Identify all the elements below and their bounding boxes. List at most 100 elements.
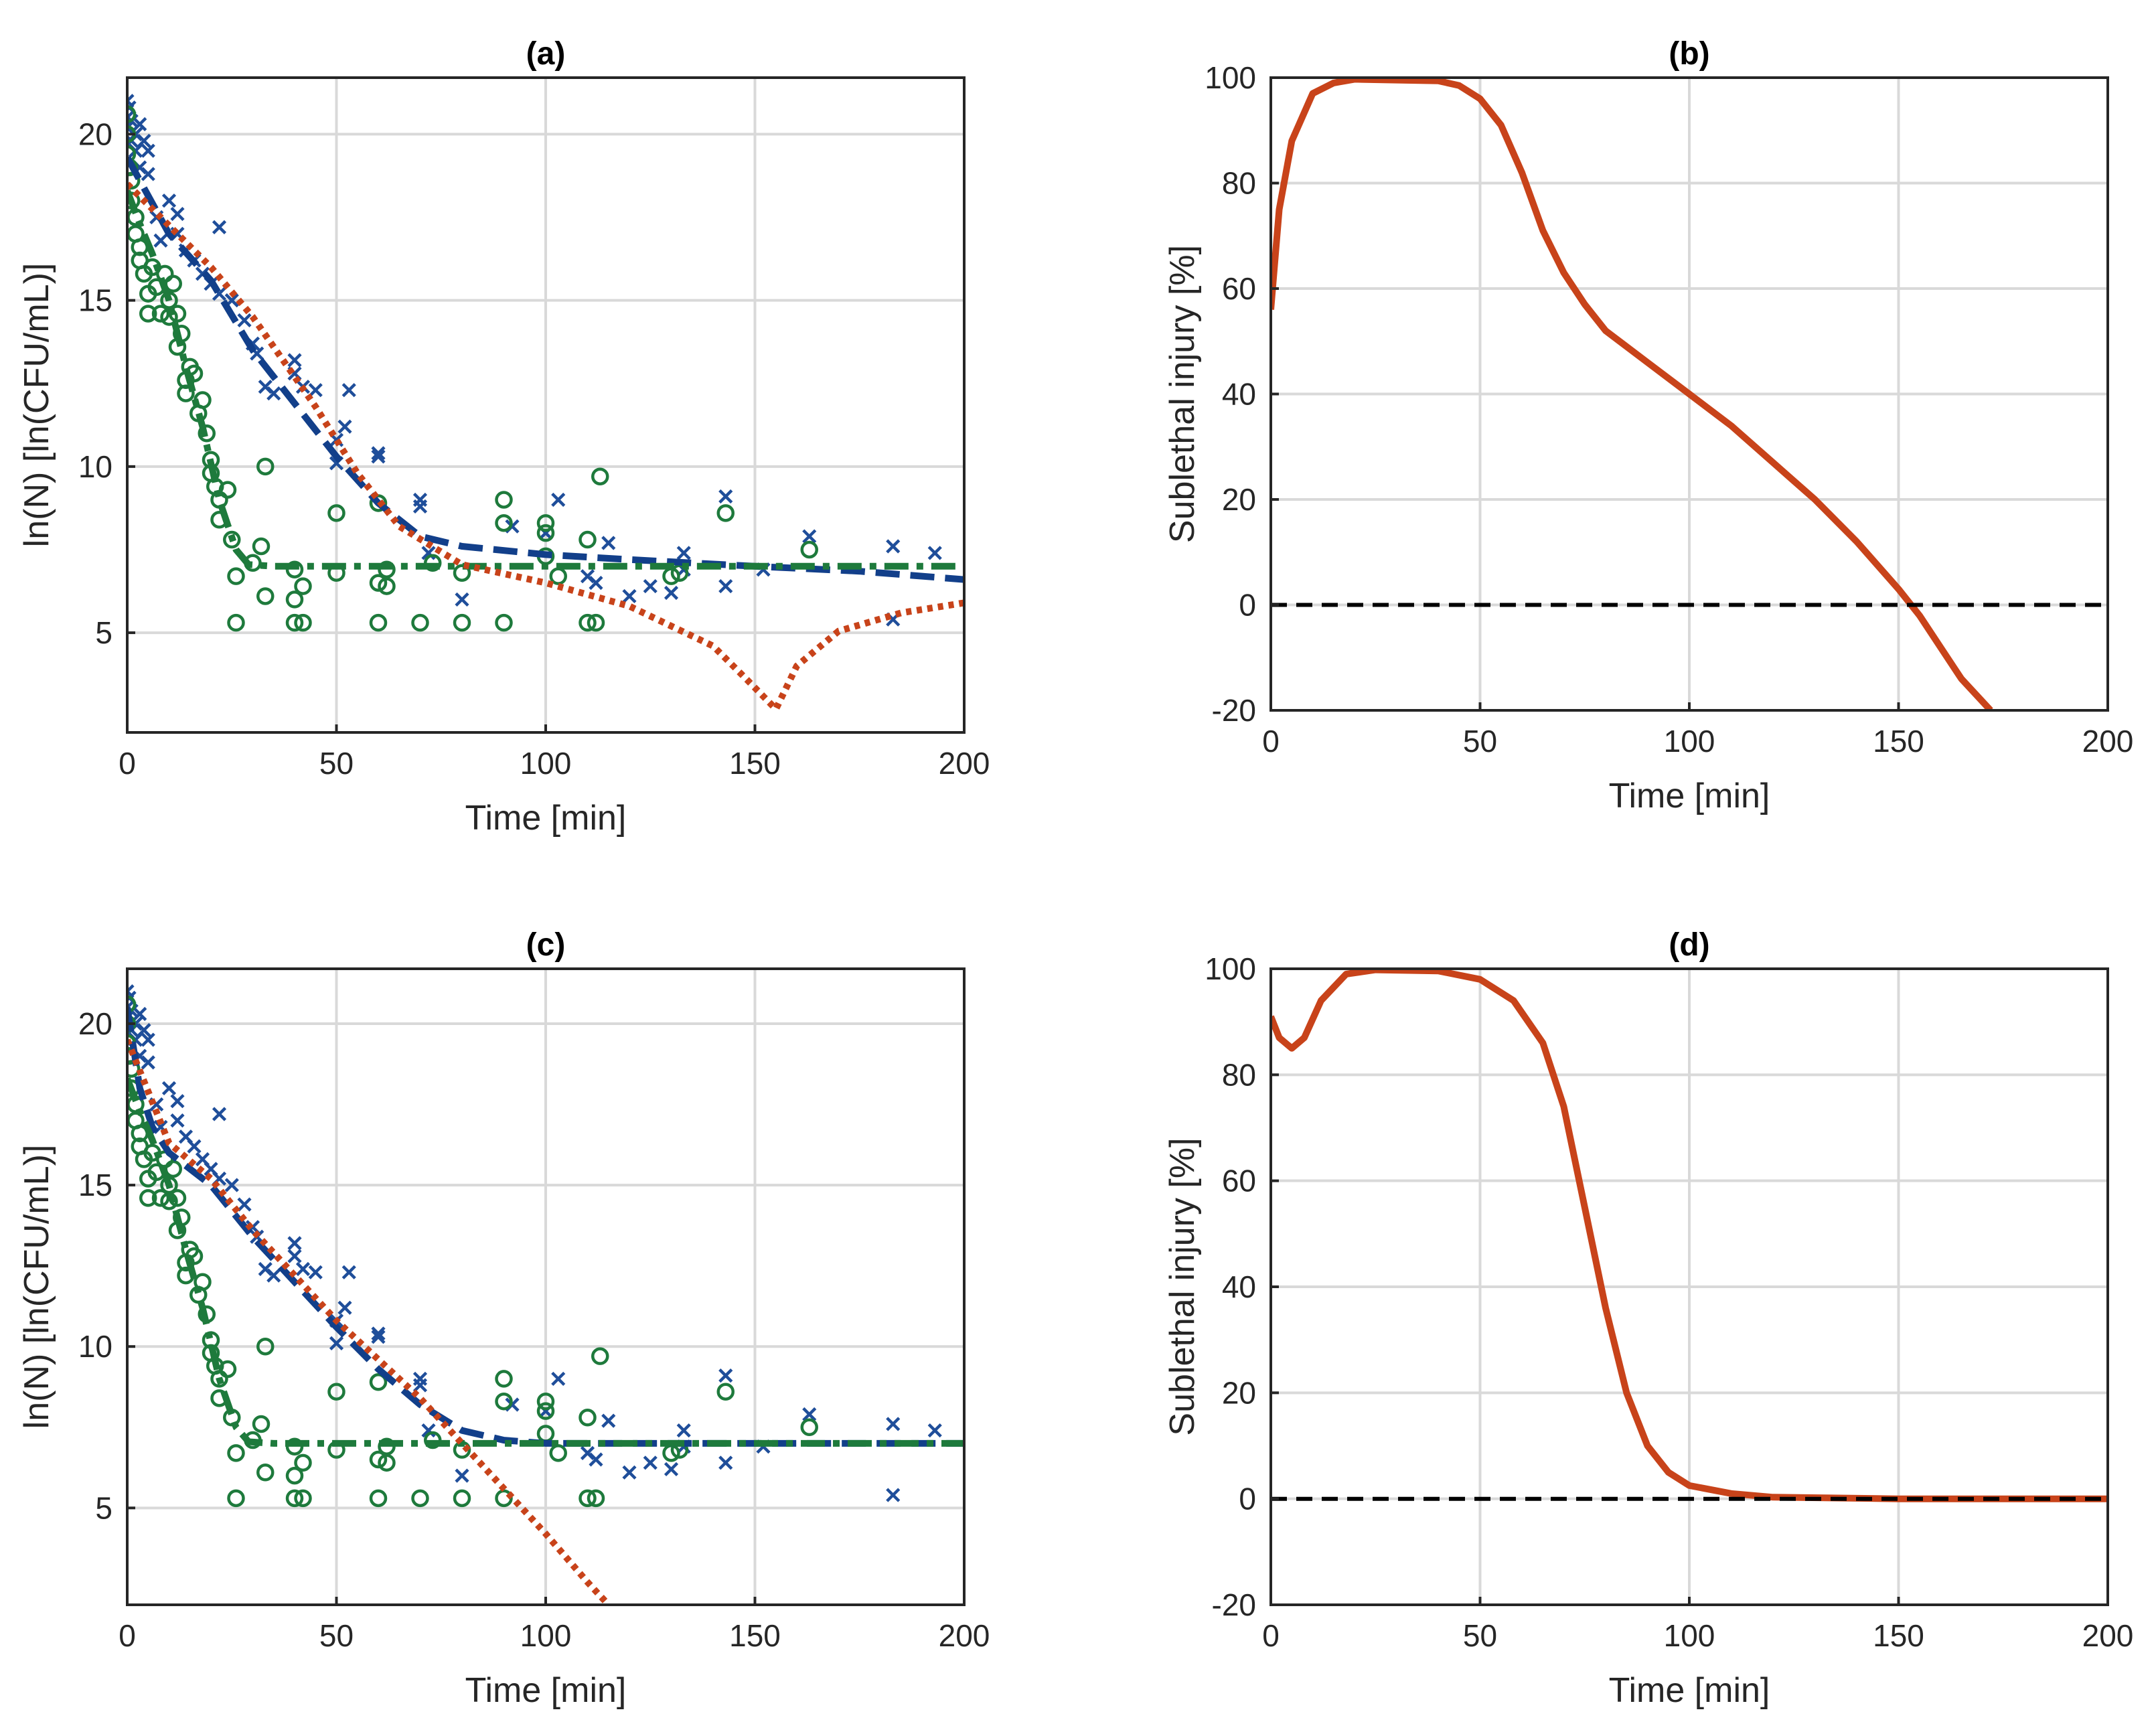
- data-point-x: [141, 167, 155, 181]
- chart-title: (b): [1669, 36, 1709, 72]
- data-point-o: [591, 467, 609, 485]
- y-axis-label: ln(N) [ln(CFU/mL)]: [17, 263, 56, 548]
- y-tick-label: 0: [1239, 1482, 1256, 1516]
- y-tick-label: 100: [1205, 60, 1256, 95]
- y-tick-label: 60: [1222, 1164, 1256, 1198]
- data-point-x: [718, 489, 733, 504]
- x-tick-label: 50: [1463, 724, 1497, 759]
- data-point-o: [587, 613, 605, 632]
- data-point-o: [294, 1489, 312, 1508]
- data-point-x: [664, 1462, 679, 1477]
- data-point-x: [141, 143, 155, 158]
- series-sublethal-injury: [1271, 969, 2108, 1502]
- data-point-o: [495, 1392, 513, 1411]
- data-point-o: [536, 524, 555, 542]
- x-tick-label: 100: [520, 1618, 572, 1653]
- y-axis-label: ln(N) [ln(CFU/mL)]: [17, 1145, 56, 1429]
- data-point-o: [127, 145, 137, 163]
- x-axis-label: Time [min]: [465, 1671, 627, 1710]
- data-point-x: [718, 1456, 733, 1470]
- y-tick-label: 10: [78, 449, 112, 484]
- chart-title: (c): [526, 927, 566, 963]
- series-sublethal-injury: [1271, 78, 1993, 710]
- x-tick-label: 0: [119, 746, 136, 781]
- data-point-o: [579, 1409, 597, 1427]
- data-point-x: [622, 588, 637, 604]
- data-point-x: [161, 193, 177, 208]
- data-point-o: [453, 564, 471, 582]
- x-tick-label: 150: [729, 746, 781, 781]
- data-point-x: [551, 1371, 566, 1387]
- x-tick-label: 50: [319, 1618, 354, 1653]
- data-point-x: [161, 1081, 177, 1096]
- series-fit-red-dotted: [127, 181, 964, 713]
- chart-title: (d): [1669, 927, 1709, 963]
- data-point-o: [227, 1444, 245, 1462]
- data-point-x: [237, 313, 252, 327]
- data-point-x: [187, 1139, 202, 1154]
- x-tick-label: 0: [1262, 1618, 1280, 1653]
- data-point-x: [601, 536, 616, 550]
- plot-area: [127, 94, 964, 713]
- data-point-x: [676, 546, 691, 560]
- data-point-x: [886, 1417, 901, 1431]
- x-axis-label: Time [min]: [1609, 1671, 1770, 1710]
- data-point-o: [800, 540, 818, 559]
- x-tick-label: 50: [1463, 1618, 1497, 1653]
- y-axis-label: Sublethal injury [%]: [1163, 1137, 1202, 1435]
- plot-area: [127, 984, 964, 1605]
- data-point-o: [591, 1347, 609, 1365]
- y-tick-label: 80: [1222, 166, 1256, 201]
- x-tick-label: 200: [939, 746, 990, 781]
- data-point-x: [170, 206, 185, 222]
- data-point-x: [412, 499, 428, 514]
- data-point-x: [337, 419, 352, 434]
- data-point-o: [369, 1450, 388, 1469]
- data-point-x: [266, 1268, 281, 1283]
- data-point-x: [676, 1423, 691, 1438]
- data-point-x: [927, 1423, 942, 1438]
- data-point-o: [369, 1489, 388, 1508]
- data-point-o: [256, 1337, 275, 1356]
- data-point-o: [369, 494, 388, 512]
- x-tick-label: 200: [2082, 1618, 2134, 1653]
- x-tick-label: 100: [1664, 724, 1715, 759]
- data-point-x: [371, 1330, 386, 1344]
- y-tick-label: -20: [1212, 693, 1256, 728]
- y-tick-label: 20: [78, 116, 112, 151]
- data-point-o: [800, 1418, 818, 1437]
- x-tick-label: 100: [520, 746, 572, 781]
- series-fit-green-dashdot: [127, 1077, 964, 1447]
- data-point-o: [327, 1383, 345, 1401]
- data-point-o: [218, 1360, 237, 1379]
- data-point-x: [137, 133, 151, 148]
- data-point-o: [369, 574, 388, 592]
- data-point-o: [227, 613, 245, 632]
- y-tick-label: 0: [1239, 588, 1256, 623]
- chart-title: (a): [526, 36, 566, 72]
- data-point-x: [224, 1178, 239, 1192]
- data-point-x: [341, 1265, 356, 1279]
- data-point-x: [237, 1197, 252, 1212]
- data-point-x: [133, 1006, 147, 1022]
- x-tick-label: 100: [1664, 1618, 1715, 1653]
- x-tick-label: 150: [729, 1618, 781, 1653]
- data-point-x: [886, 539, 901, 554]
- data-point-x: [133, 116, 147, 132]
- data-point-o: [177, 384, 195, 402]
- data-point-o: [495, 613, 513, 632]
- y-tick-label: 5: [95, 1490, 112, 1525]
- data-point-x: [308, 383, 323, 398]
- data-point-o: [411, 613, 429, 632]
- data-point-o: [536, 1392, 555, 1411]
- data-point-x: [170, 1094, 185, 1109]
- data-point-o: [139, 1189, 157, 1207]
- data-point-o: [285, 591, 304, 609]
- data-point-o: [536, 1402, 555, 1420]
- data-point-x: [287, 1236, 302, 1251]
- data-point-o: [716, 504, 735, 522]
- y-tick-label: 60: [1222, 271, 1256, 306]
- data-point-x: [153, 233, 168, 248]
